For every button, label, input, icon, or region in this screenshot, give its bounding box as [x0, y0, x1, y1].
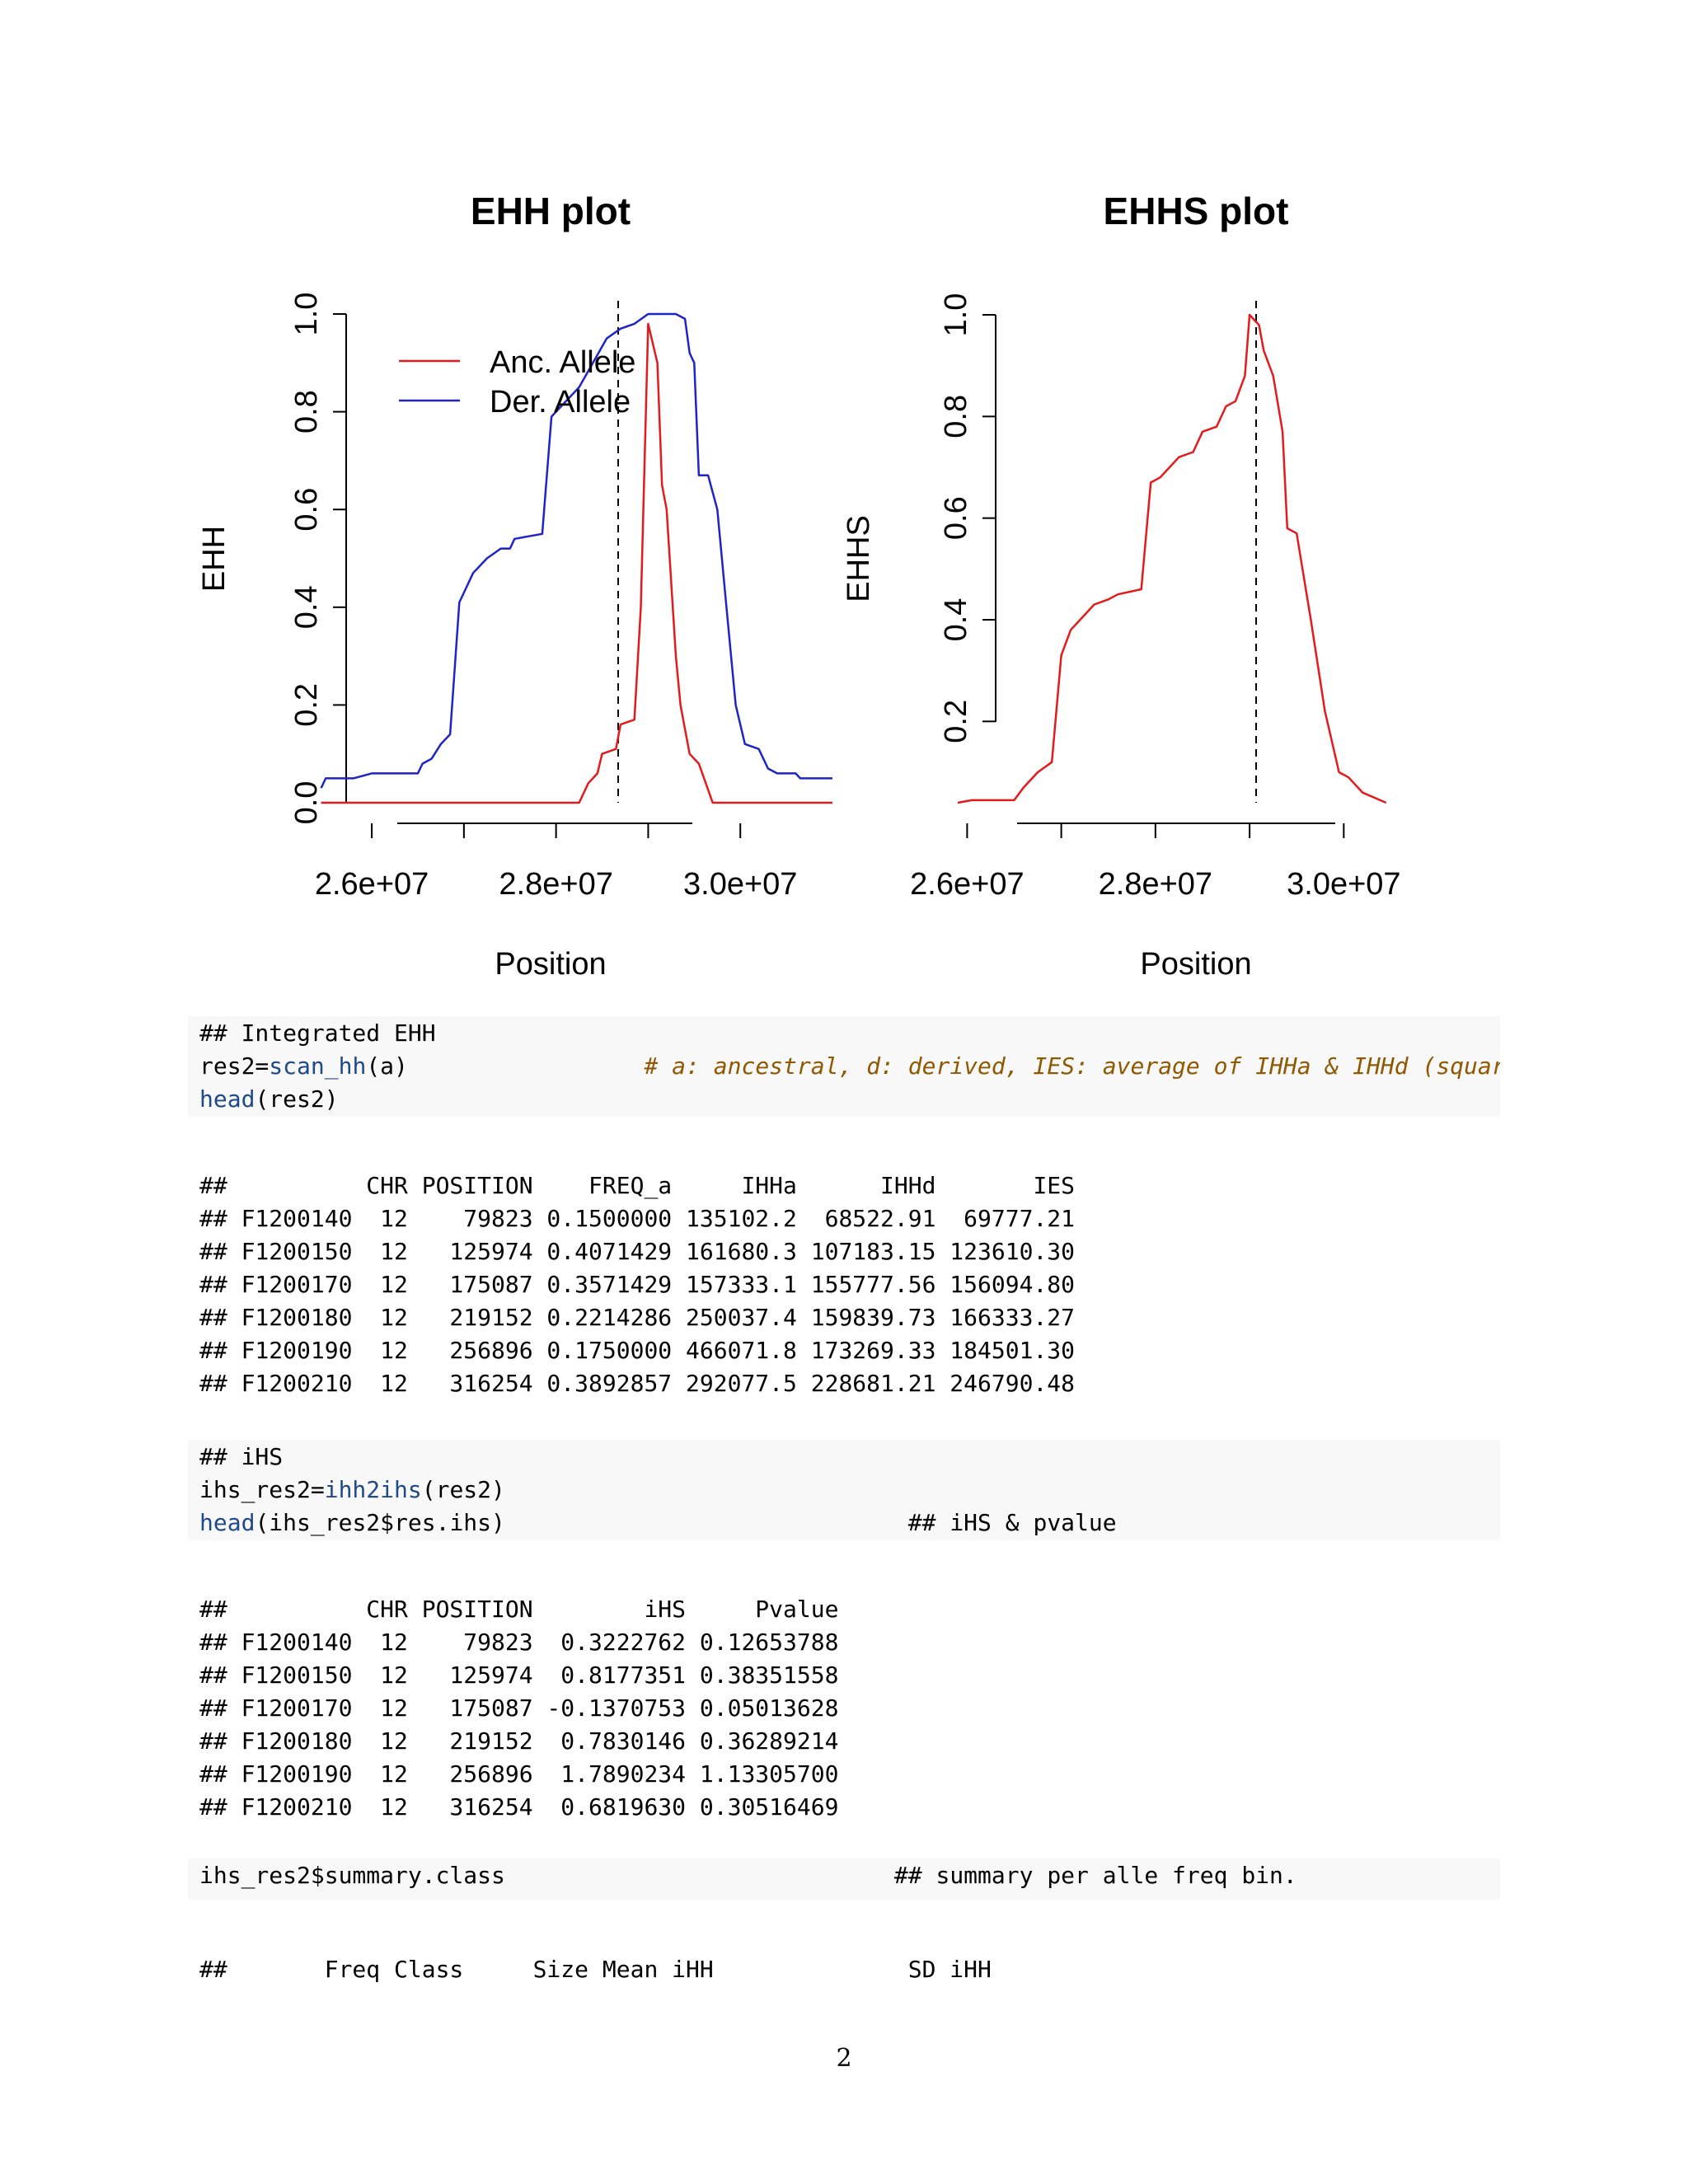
ehh-y-tick-label: 0.8 — [289, 390, 324, 434]
ehh-y-tick-label: 0.2 — [289, 683, 324, 727]
ehh-x-label: Position — [495, 947, 606, 982]
ehhs-y-tick-label: 0.2 — [939, 700, 973, 743]
output-row: ## Freq Class Size Mean iHH SD iHH — [199, 1956, 992, 1983]
output-summary-class: ## Freq Class Size Mean iHH SD iHH — [199, 1953, 992, 1986]
ehh-plot-title: EHH plot — [471, 190, 631, 232]
ehhs-y-tick-label: 0.6 — [939, 496, 973, 540]
ehhs-y-label: EHHS — [842, 515, 876, 602]
ehh-y-tick-label: 0.6 — [289, 488, 324, 532]
code-inline-comment: ## iHS & pvalue — [907, 1509, 1117, 1536]
ehh-y-tick-label: 0.0 — [289, 781, 324, 825]
ehhs-y-tick-label: 1.0 — [939, 293, 973, 337]
ehhs-x-tick-label: 2.8e+07 — [1099, 867, 1212, 902]
output-row: ## F1200150 12 125974 0.4071429 161680.3… — [199, 1238, 1076, 1265]
code-expression: ihs_res2$summary.class — [199, 1862, 505, 1889]
output-ihs: ## CHR POSITION iHS Pvalue ## F1200140 1… — [199, 1593, 838, 1824]
ehhs-plot: EHHS plot 0.2 0.4 0.6 0.8 1.0 2.6e+07 2.8e+07… — [842, 190, 1401, 982]
code-function-name: head — [199, 1509, 256, 1536]
ehhs-x-tick-label: 2.6e+07 — [910, 867, 1024, 902]
ehh-x-ticks: 2.6e+07 2.8e+07 3.0e+07 — [315, 823, 797, 902]
ehh-y-ticks: 0.0 0.2 0.4 0.6 0.8 1.0 — [289, 293, 346, 825]
ehhs-x-tick-label: 3.0e+07 — [1287, 867, 1400, 902]
ehh-series — [320, 312, 832, 804]
code-args: (a) — [366, 1052, 408, 1080]
ehh-series-line-1 — [320, 312, 832, 789]
ehh-y-tick-label: 0.4 — [289, 585, 324, 629]
code-block-summary-class: ihs_res2$summary.class ## summary per al… — [188, 1858, 1500, 1900]
ehh-y-label: EHH — [197, 526, 232, 592]
output-row: ## F1200190 12 256896 1.7890234 1.133057… — [199, 1760, 839, 1788]
ehh-x-tick-label: 2.8e+07 — [499, 867, 612, 902]
ehh-series-line-0 — [321, 322, 832, 804]
code-function-name: head — [199, 1085, 256, 1113]
page-number: 2 — [836, 2044, 852, 2073]
code-inline-comment: # a: ancestral, d: derived, IES: average… — [644, 1052, 1500, 1080]
code-function-name: scan_hh — [269, 1052, 367, 1080]
code-args: (res2) — [421, 1476, 505, 1503]
ehhs-x-label: Position — [1140, 947, 1251, 982]
legend-anc-label: Anc. Allele — [490, 345, 635, 380]
ehhs-series-line-0 — [957, 313, 1387, 804]
ehhs-x-ticks: 2.6e+07 2.8e+07 3.0e+07 — [910, 823, 1401, 902]
output-row: ## F1200210 12 316254 0.6819630 0.305164… — [199, 1793, 839, 1821]
output-row: ## CHR POSITION FREQ_a IHHa IHHd IES — [199, 1172, 1076, 1199]
output-row: ## F1200180 12 219152 0.7830146 0.362892… — [199, 1727, 839, 1755]
ehhs-series — [957, 313, 1387, 804]
code-function-name: ihh2ihs — [324, 1476, 422, 1503]
output-row: ## F1200140 12 79823 0.1500000 135102.2 … — [199, 1205, 1076, 1232]
ehhs-y-ticks: 0.2 0.4 0.6 0.8 1.0 — [939, 293, 996, 743]
code-inline-comment: ## summary per alle freq bin. — [893, 1862, 1297, 1889]
output-row: ## F1200180 12 219152 0.2214286 250037.4… — [199, 1304, 1076, 1331]
ehh-x-tick-label: 3.0e+07 — [683, 867, 797, 902]
code-comment-line: ## iHS — [199, 1443, 284, 1470]
plots-figure: EHH plot 0.0 0.2 0.4 0.6 0.8 1.0 2.6e+07 2.8e+… — [197, 190, 1401, 982]
output-row: ## CHR POSITION iHS Pvalue — [199, 1596, 839, 1623]
output-row: ## F1200170 12 175087 0.3571429 157333.1… — [199, 1271, 1076, 1298]
code-block-ihs: ## iHS ihs_res2=ihh2ihs(res2) head(ihs_r… — [188, 1440, 1500, 1540]
legend-der-label: Der. Allele — [490, 385, 631, 419]
output-row: ## F1200170 12 175087 -0.1370753 0.05013… — [199, 1694, 839, 1722]
code-args: (res2) — [255, 1085, 339, 1113]
ehh-x-tick-label: 2.6e+07 — [315, 867, 429, 902]
ehh-legend: Anc. Allele Der. Allele — [399, 345, 635, 419]
code-block-integrated-ehh: ## Integrated EHH res2=scan_hh(a) # a: a… — [188, 1016, 1500, 1117]
output-row: ## F1200140 12 79823 0.3222762 0.1265378… — [199, 1629, 839, 1656]
code-args: (ihs_res2$res.ihs) — [255, 1509, 505, 1536]
ehhs-y-tick-label: 0.8 — [939, 395, 973, 438]
ehhs-plot-title: EHHS plot — [1104, 190, 1289, 232]
output-row: ## F1200150 12 125974 0.8177351 0.383515… — [199, 1661, 839, 1689]
ehh-plot: EHH plot 0.0 0.2 0.4 0.6 0.8 1.0 2.6e+07 2.8e+… — [197, 190, 832, 982]
output-integrated-ehh: ## CHR POSITION FREQ_a IHHa IHHd IES ## … — [199, 1169, 1075, 1400]
output-row: ## F1200210 12 316254 0.3892857 292077.5… — [199, 1370, 1076, 1397]
ehhs-y-tick-label: 0.4 — [939, 598, 973, 642]
ehh-y-tick-label: 1.0 — [289, 293, 324, 336]
code-comment-line: ## Integrated EHH — [199, 1019, 436, 1047]
code-assign: res2= — [199, 1052, 270, 1080]
code-assign: ihs_res2= — [199, 1476, 325, 1503]
output-row: ## F1200190 12 256896 0.1750000 466071.8… — [199, 1337, 1076, 1364]
